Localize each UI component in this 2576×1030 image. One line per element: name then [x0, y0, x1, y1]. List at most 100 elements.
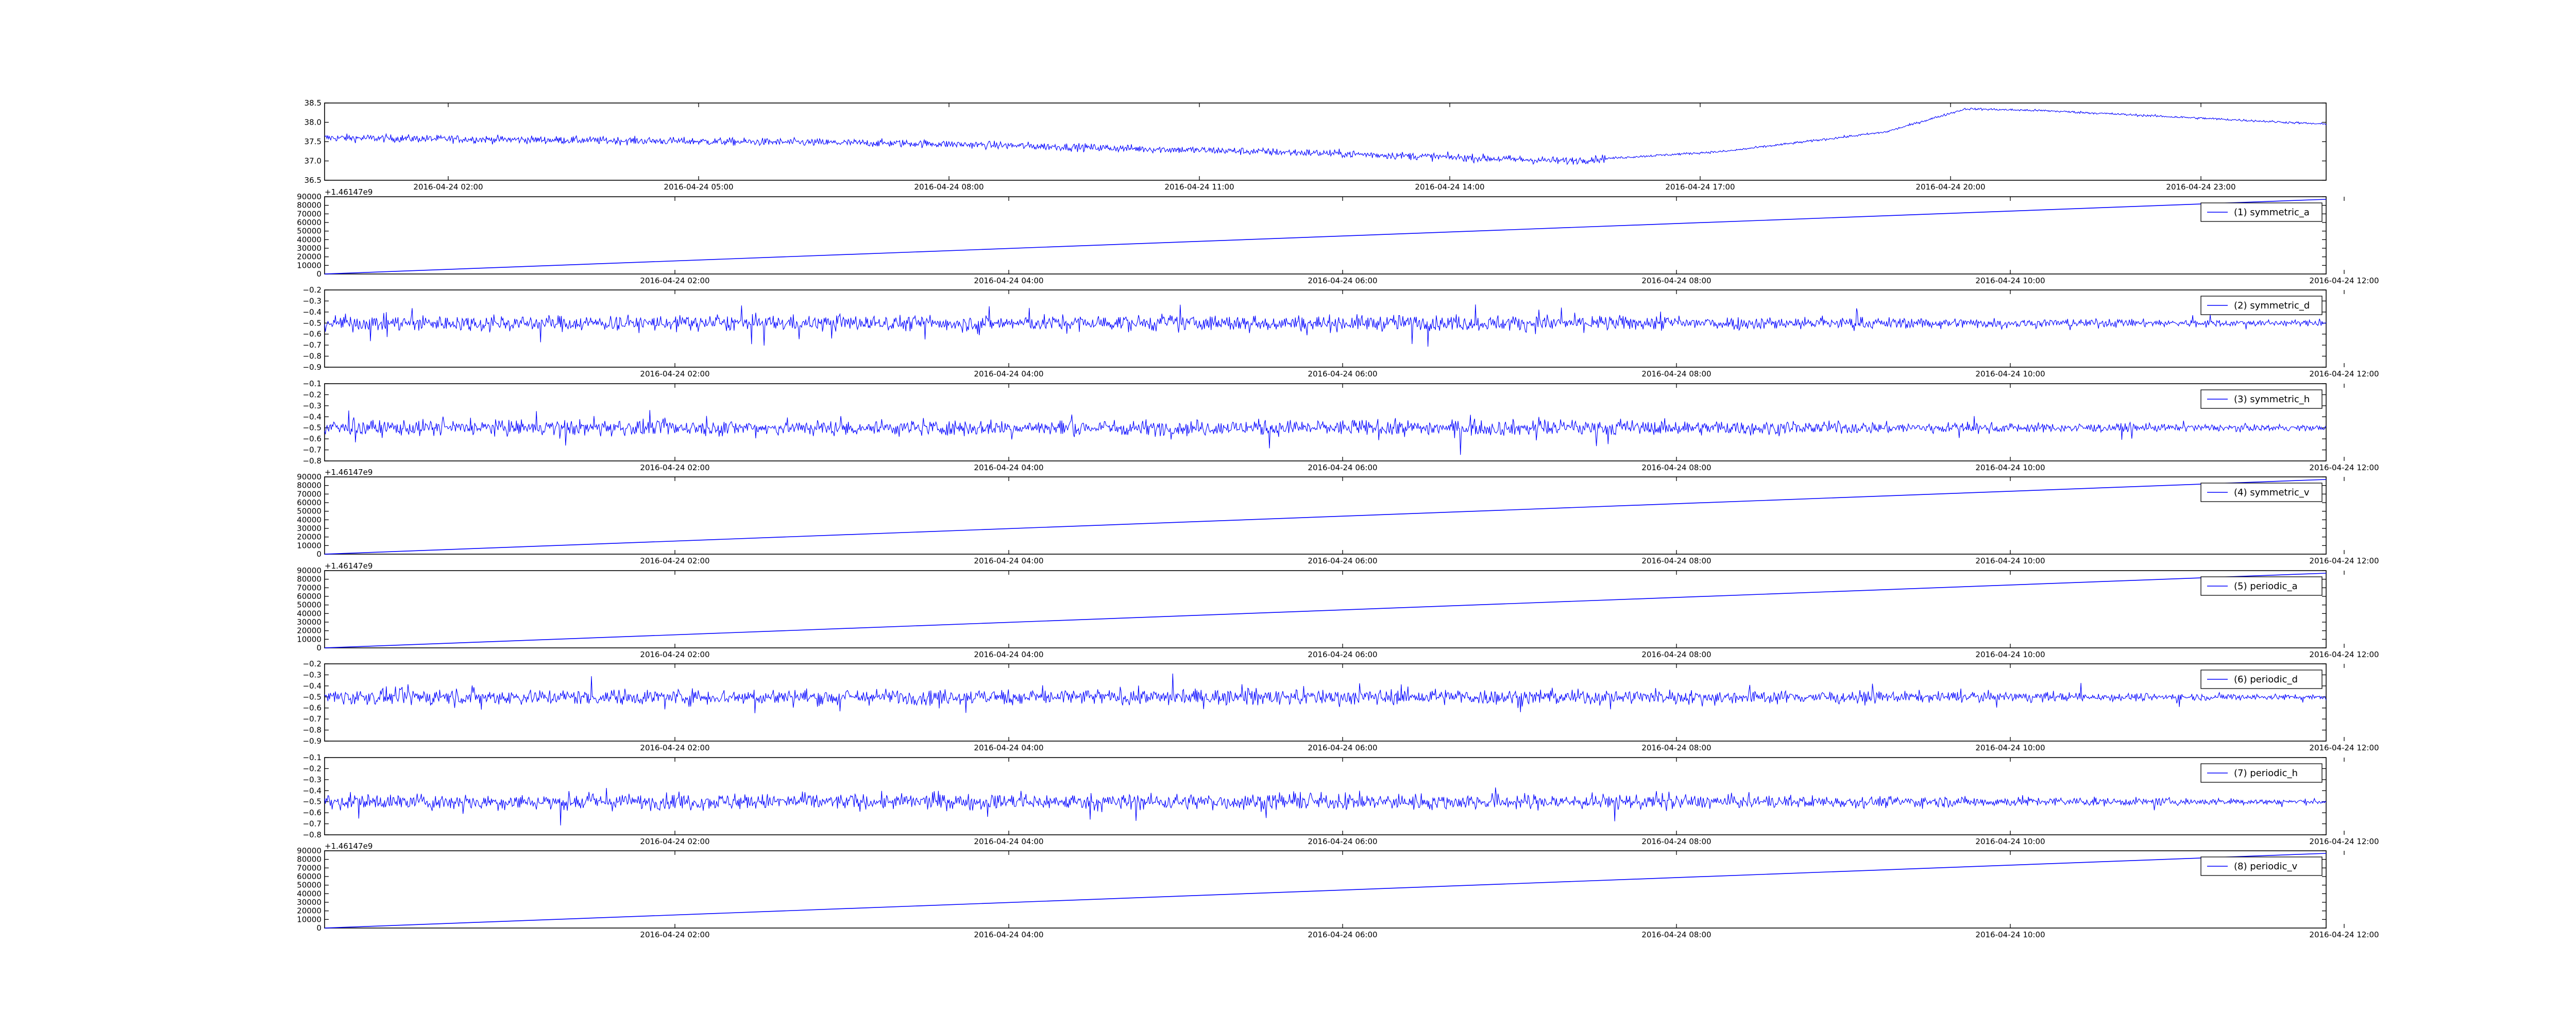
x-tick-label: 2016-04-24 04:00 [974, 930, 1043, 939]
y-tick-label: −0.8 [303, 352, 321, 361]
y-tick-label: 80000 [297, 575, 321, 584]
y-tick-label: 30000 [297, 244, 321, 253]
x-tick-label: 2016-04-24 08:00 [1641, 837, 1711, 846]
y-tick-label: 70000 [297, 489, 321, 499]
y-tick-label: 38.5 [304, 98, 321, 108]
x-tick-label: 2016-04-24 06:00 [1308, 556, 1377, 565]
y-tick-label: 20000 [297, 626, 321, 636]
y-tick-label: −0.3 [303, 401, 321, 410]
x-tick-label: 2016-04-24 06:00 [1308, 930, 1377, 939]
plot-frame [324, 383, 2327, 461]
x-tick-label: 2016-04-24 08:00 [914, 182, 984, 192]
series-line [324, 199, 2327, 274]
series-line [324, 107, 2327, 165]
plot-frame [324, 570, 2327, 648]
y-tick-label: −0.8 [303, 830, 321, 839]
series-line [324, 787, 2327, 826]
series-line [324, 673, 2327, 713]
x-tick-label: 2016-04-24 12:00 [2309, 743, 2379, 752]
y-tick-label: 40000 [297, 235, 321, 244]
y-tick-label: 20000 [297, 906, 321, 916]
plot-frame [324, 663, 2327, 742]
x-tick-label: 2016-04-24 12:00 [2309, 463, 2379, 472]
y-tick-label: −0.1 [303, 379, 321, 388]
y-tick-label: −0.9 [303, 736, 321, 746]
y-tick-label: −0.5 [303, 318, 321, 328]
legend: (2) symmetric_d [2200, 296, 2323, 315]
y-tick-label: −0.4 [303, 681, 321, 691]
legend: (1) symmetric_a [2200, 202, 2323, 222]
x-tick-label: 2016-04-24 04:00 [974, 276, 1043, 285]
legend-label: (8) periodic_v [2234, 861, 2297, 872]
y-tick-label: −0.7 [303, 714, 321, 724]
y-tick-label: 36.5 [304, 176, 321, 185]
y-tick-label: 0 [316, 550, 321, 559]
x-tick-label: 2016-04-24 06:00 [1308, 743, 1377, 752]
y-tick-label: 80000 [297, 855, 321, 864]
series-line [324, 479, 2327, 555]
y-offset-label: +1.46147e9 [325, 187, 372, 197]
x-tick-label: 2016-04-24 10:00 [1975, 650, 2045, 659]
y-tick-label: −0.2 [303, 285, 321, 295]
y-tick-label: −0.2 [303, 764, 321, 773]
legend: (7) periodic_h [2200, 763, 2323, 783]
y-tick-label: −0.5 [303, 692, 321, 701]
x-tick-label: 2016-04-24 12:00 [2309, 837, 2379, 846]
y-tick-label: 60000 [297, 592, 321, 601]
y-tick-label: 80000 [297, 201, 321, 210]
x-tick-label: 2016-04-24 12:00 [2309, 930, 2379, 939]
y-tick-label: −0.6 [303, 330, 321, 339]
y-tick-label: −0.2 [303, 659, 321, 668]
x-tick-label: 2016-04-24 02:00 [640, 556, 709, 565]
y-tick-label: −0.8 [303, 456, 321, 466]
x-tick-label: 2016-04-24 06:00 [1308, 369, 1377, 379]
y-tick-label: 10000 [297, 634, 321, 644]
y-tick-label: −0.7 [303, 819, 321, 829]
x-tick-label: 2016-04-24 04:00 [974, 463, 1043, 472]
y-tick-label: 30000 [297, 524, 321, 533]
y-tick-label: 0 [316, 643, 321, 653]
subplot-7: −0.9−0.8 −0.7−0.6 −0.5−0.4 −0.3 −0.2 2016-04-… [303, 659, 2379, 752]
x-tick-label: 2016-04-24 02:00 [413, 182, 483, 192]
y-tick-label: −0.5 [303, 423, 321, 433]
x-tick-label: 2016-04-24 10:00 [1975, 837, 2045, 846]
legend: (4) symmetric_v [2200, 483, 2323, 502]
series-line [324, 573, 2327, 648]
legend-label: (6) periodic_d [2234, 674, 2298, 685]
y-tick-label: 50000 [297, 227, 321, 236]
y-tick-label: 20000 [297, 533, 321, 542]
x-tick-label: 2016-04-24 04:00 [974, 369, 1043, 379]
y-tick-label: 40000 [297, 889, 321, 898]
x-tick-label: 2016-04-24 06:00 [1308, 837, 1377, 846]
subplot-1: 36.5 37.0 37.5 38.0 38.5 2016-04-24 02:00 2016… [304, 98, 2327, 192]
legend: (6) periodic_d [2200, 670, 2323, 689]
x-tick-label: 2016-04-24 12:00 [2309, 369, 2379, 379]
x-tick-label: 2016-04-24 12:00 [2309, 556, 2379, 565]
y-tick-label: 70000 [297, 583, 321, 592]
y-tick-label: 60000 [297, 498, 321, 507]
y-tick-label: 50000 [297, 507, 321, 516]
y-tick-label: 38.0 [304, 118, 321, 127]
x-tick-label: 2016-04-24 02:00 [640, 369, 709, 379]
y-tick-label: 90000 [297, 192, 321, 201]
y-tick-label: −0.9 [303, 363, 321, 372]
y-tick-label: 40000 [297, 609, 321, 618]
x-tick-label: 2016-04-24 11:00 [1164, 182, 1234, 192]
legend: (5) periodic_a [2200, 576, 2323, 596]
y-tick-label: 0 [316, 923, 321, 933]
y-tick-label: 10000 [297, 261, 321, 270]
y-tick-label: 70000 [297, 863, 321, 872]
x-tick-label: 2016-04-24 02:00 [640, 276, 709, 285]
legend-label: (5) periodic_a [2234, 581, 2298, 592]
y-tick-label: 10000 [297, 541, 321, 550]
x-tick-label: 2016-04-24 10:00 [1975, 276, 2045, 285]
x-tick-label: 2016-04-24 02:00 [640, 743, 709, 752]
y-tick-label: −0.1 [303, 753, 321, 762]
x-tick-label: 2016-04-24 02:00 [640, 837, 709, 846]
plot-frame [324, 476, 2327, 555]
series-line [324, 304, 2327, 347]
y-tick-label: 10000 [297, 915, 321, 924]
x-tick-label: 2016-04-24 08:00 [1641, 463, 1711, 472]
x-tick-label: 2016-04-24 10:00 [1975, 930, 2045, 939]
